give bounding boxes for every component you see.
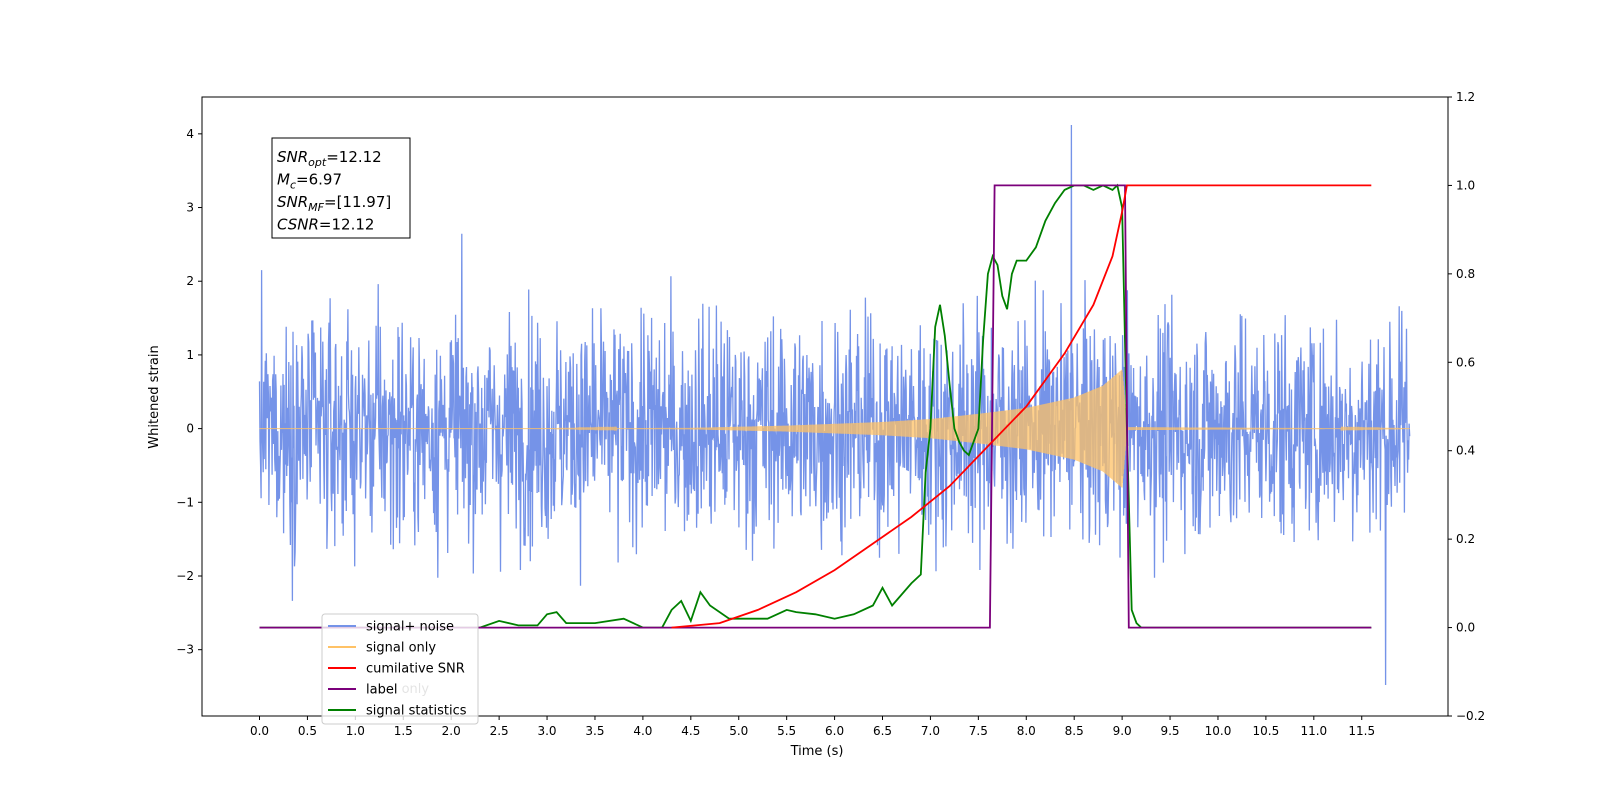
legend-entry-label: signal only (366, 641, 436, 656)
y-tick-label-right: 0.8 (1456, 267, 1475, 281)
y-tick-label-left: 3 (186, 201, 194, 215)
x-tick-label: 1.5 (394, 724, 413, 738)
x-tick-label: 1.0 (346, 724, 365, 738)
annotation-frame (271, 137, 411, 239)
x-tick-label: 5.0 (729, 724, 748, 738)
x-tick-label: 2.0 (442, 724, 461, 738)
y-tick-label-left: 0 (186, 422, 194, 436)
series-line-signal-only (259, 369, 1410, 488)
series-line-cumilative-SNR (671, 184, 1372, 629)
x-tick-label: 10.0 (1205, 724, 1232, 738)
x-tick-label: 8.0 (1017, 724, 1036, 738)
series-line-label (259, 184, 1372, 629)
x-tick-label: 11.0 (1300, 724, 1327, 738)
y-tick-label-left: 2 (186, 274, 194, 288)
plot-frame (201, 96, 1449, 717)
legend-entry-label: signal+ noise (366, 620, 454, 635)
annotation-value: =12.12 (319, 216, 375, 234)
annotation-box: SNRopt=12.12Mc=6.97SNRMF=[11.97]CSNR=12.… (271, 137, 411, 239)
annotation-value: =[11.97] (324, 193, 391, 211)
legend-box (321, 613, 479, 725)
annotation-subscript: MF (308, 201, 324, 214)
y-tick-label-right: 0.6 (1456, 355, 1475, 369)
x-tick-label: 6.0 (825, 724, 844, 738)
x-tick-label: 0.0 (250, 724, 269, 738)
x-tick-label: 0.5 (298, 724, 317, 738)
y-tick-label-left: 1 (186, 348, 194, 362)
x-tick-label: 10.5 (1253, 724, 1280, 738)
x-tick-label: 8.5 (1065, 724, 1084, 738)
axis-labels: Time (s) Whitened strain (147, 345, 843, 759)
series-line-signal-noise (258, 124, 1411, 686)
x-tick-label: 6.5 (873, 724, 892, 738)
annotation-subscript: c (290, 179, 296, 192)
plot-area (258, 124, 1411, 686)
y-tick-label-right: 0.2 (1456, 532, 1475, 546)
annotation-subscript: opt (308, 156, 327, 169)
annotation-value: =12.12 (326, 148, 382, 166)
axes: 0.0 0.5 1.0 1.5 2.0 2.5 3.0 3.5 4.0 4.5 5.0 5.5 6.0 6… (176, 90, 1485, 738)
y-tick-label-left: −3 (176, 643, 194, 657)
x-axis-label: Time (s) (790, 744, 844, 759)
annotation-line: CSNR=12.12 (277, 216, 374, 234)
y-tick-label-right: 0.4 (1456, 444, 1475, 458)
y-tick-label-left: 4 (186, 127, 194, 141)
annotation-symbol: M (277, 171, 290, 189)
annotation-value: =6.97 (296, 171, 342, 189)
y-tick-label-right: −0.2 (1456, 709, 1485, 723)
x-tick-label: 9.0 (1113, 724, 1132, 738)
y-tick-label-right: 1.2 (1456, 90, 1475, 104)
annotation-symbol: SNR (277, 193, 308, 211)
x-tick-label: 11.5 (1348, 724, 1375, 738)
x-tick-label: 7.5 (969, 724, 988, 738)
y-tick-label-left: −1 (176, 495, 194, 509)
annotation-symbol: SNR (277, 148, 308, 166)
annotation-line: SNRopt=12.12 (277, 148, 382, 169)
y-tick-label-right: 1.0 (1456, 178, 1475, 192)
y-axis-label-left: Whitened strain (147, 345, 162, 448)
x-tick-label: 7.0 (921, 724, 940, 738)
y-tick-label-right: 0.0 (1456, 621, 1475, 635)
annotation-symbol: CSNR (277, 216, 319, 234)
x-tick-label: 4.0 (633, 724, 652, 738)
x-tick-label: 3.0 (537, 724, 556, 738)
legend-entry-label: label (366, 683, 397, 698)
x-tick-label: 2.5 (490, 724, 509, 738)
y-tick-label-left: −2 (176, 569, 194, 583)
legend-entry-label: signal statistics (366, 704, 467, 719)
x-tick-label: 9.5 (1160, 724, 1179, 738)
annotation-line: Mc=6.97 (277, 171, 342, 192)
x-tick-label: 4.5 (681, 724, 700, 738)
legend-entry-label: cumilative SNR (366, 662, 465, 677)
x-tick-label: 5.5 (777, 724, 796, 738)
x-tick-label: 3.5 (585, 724, 604, 738)
annotation-line: SNRMF=[11.97] (277, 193, 391, 214)
